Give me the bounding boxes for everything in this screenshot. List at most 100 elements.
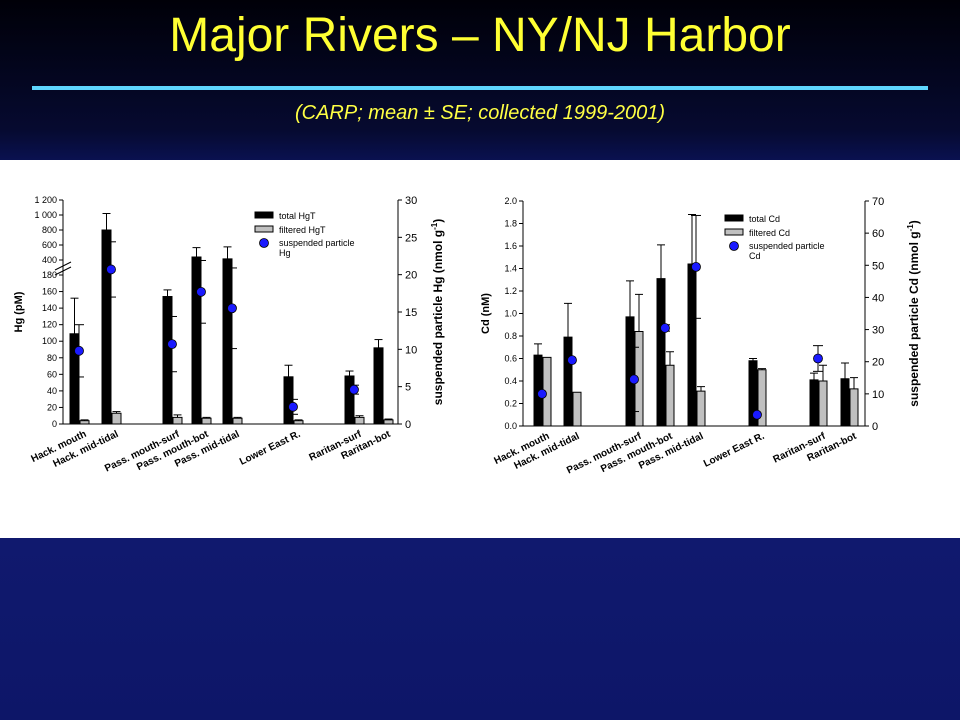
chart2-category-label: Lower East R.: [702, 431, 766, 470]
chart2-particle-point: [691, 261, 701, 272]
chart2-bar-total: [625, 316, 635, 427]
chart1-legend-swatch-total: [254, 211, 274, 219]
chart-panel: 0 20 40 60 80 100 120 140 160 180 400 600 800 1 000 1 …: [0, 160, 960, 538]
chart2-y-tick-label: 1.6: [504, 241, 517, 251]
chart1-bar-filtered: [172, 416, 183, 425]
slide-subtitle: (CARP; mean ± SE; collected 1999-2001): [294, 102, 666, 124]
chart1-particle-point: [196, 286, 206, 297]
chart1-bar-total: [162, 296, 173, 425]
chart2-y-tick-label: 0.6: [504, 354, 517, 364]
chart1-bar-total: [101, 229, 112, 425]
chart1-particle-point: [288, 401, 298, 412]
chart1-y2-tick-label: 15: [405, 307, 417, 319]
chart2-particle-point: [752, 409, 762, 420]
chart2-legend-swatch-filtered: [724, 228, 744, 236]
chart1-particle-point: [167, 339, 177, 350]
chart1-bar-total: [344, 375, 355, 425]
chart1-bar-total: [222, 258, 233, 425]
chart1-particle-point: [74, 345, 84, 356]
chart2-y2-tick-label: 20: [872, 357, 884, 369]
chart1-y-tick-label: 60: [47, 369, 57, 379]
chart1-bar-total: [373, 347, 384, 425]
chart2-y2-tick-label: 50: [872, 260, 884, 272]
chart2-y2-tick-label: 0: [872, 421, 878, 433]
chart1-y-tick-label: 800: [42, 225, 57, 235]
chart1-y-tick-label: 80: [47, 353, 57, 363]
chart2-y-tick-label: 0.8: [504, 331, 517, 341]
chart1-legend-swatch-particle: [259, 238, 269, 248]
chart1-y2-tick-label: 25: [405, 232, 417, 244]
chart2-legend-label-total: total Cd: [749, 214, 780, 224]
chart2-particle-point: [567, 355, 577, 366]
chart2-y2-tick-label: 70: [872, 196, 884, 208]
chart1-y-tick-label: 140: [42, 303, 57, 313]
chart2-y-tick-label: 1.0: [504, 309, 517, 319]
chart1-bar-total: [283, 376, 294, 425]
chart2-bar-filtered: [849, 388, 859, 427]
chart1-y-tick-label: 120: [42, 320, 57, 330]
chart1-y-tick-label: 400: [42, 255, 57, 265]
chart2-y-tick-label: 1.2: [504, 286, 517, 296]
chart1-y-tick-label: 1 200: [34, 195, 57, 205]
chart2-legend-swatch-total: [724, 214, 744, 222]
chart2-bar-filtered: [818, 380, 828, 427]
chart1-axis-break: [54, 261, 72, 271]
chart1-y2-tick-label: 5: [405, 382, 411, 394]
chart2-bar-total: [687, 263, 697, 427]
chart1-y-tick-label: 40: [47, 386, 57, 396]
chart2-bar-total: [840, 378, 850, 427]
chart1-y2-tick-label: 30: [405, 195, 417, 207]
chart2-y-tick-label: 2.0: [504, 196, 517, 206]
chart1-bar-filtered: [79, 420, 90, 425]
chart2-y2-tick-label: 30: [872, 325, 884, 337]
chart2-particle-point: [629, 374, 639, 385]
chart1-bar-filtered: [383, 419, 394, 425]
chart2-y2-axis-label: suspended particle Cd (nmol g-1): [906, 220, 921, 406]
chart2-legend-label-filtered: filtered Cd: [749, 228, 790, 238]
chart1-particle-point: [106, 264, 116, 275]
chart2-legend-label-particle: suspended particle: [749, 241, 825, 251]
chart1-bar-filtered: [354, 416, 365, 425]
chart2-y2-tick-label: 60: [872, 228, 884, 240]
chart1-legend-swatch-filtered: [254, 225, 274, 233]
chart1-y-axis-label: Hg (pM): [13, 291, 25, 332]
chart2-particle-point: [660, 323, 670, 333]
chart2-particle-point: [813, 353, 823, 364]
chart2-y-tick-label: 1.4: [504, 264, 517, 274]
chart1-y-tick-label: 20: [47, 402, 57, 412]
chart1-y2-tick-label: 20: [405, 270, 417, 282]
chart2-y2-tick-label: 40: [872, 292, 884, 304]
chart2-bar-filtered: [572, 391, 582, 427]
chart1-y-tick-label: 0: [52, 419, 57, 429]
chart1-y-tick-label: 180: [42, 270, 57, 280]
chart1-y2-tick-label: 0: [405, 419, 411, 431]
chart1-legend-label-particle: Hg: [279, 248, 291, 258]
chart2-y-tick-label: 0.4: [504, 376, 517, 386]
chart1-category-label: Lower East R.: [238, 429, 302, 468]
chart2-y2-tick-label: 10: [872, 389, 884, 401]
chart1-particle-point: [227, 303, 237, 314]
chart1-bar-filtered: [111, 412, 122, 425]
chart1-legend-label-filtered: filtered HgT: [279, 225, 326, 235]
chart1-bar-filtered: [201, 417, 212, 425]
title-rule: [32, 86, 928, 90]
chart2-particle-point: [537, 388, 547, 399]
chart1-bar-filtered: [232, 417, 243, 425]
chart2-legend-swatch-particle: [729, 241, 739, 251]
chart1-bar-total: [191, 256, 202, 425]
chart1-y2-axis-label: suspended particle Hg (nmol g-1): [430, 219, 445, 405]
chart2-bar-filtered: [696, 390, 706, 427]
chart2-y-axis-label: Cd (nM): [480, 293, 492, 334]
chart2-bar-total: [809, 379, 819, 427]
chart1-legend-label-particle: suspended particle: [279, 238, 355, 248]
chart2-y-tick-label: 0.2: [504, 399, 517, 409]
chart1-y-tick-label: 160: [42, 287, 57, 297]
chart1-bar-filtered: [293, 420, 304, 425]
chart2-y-tick-label: 0.0: [504, 421, 517, 431]
chart2-bar-total: [563, 336, 573, 427]
chart1-axis-break: [54, 266, 72, 276]
chart2-bar-filtered: [665, 364, 675, 427]
chart1-y-tick-label: 600: [42, 240, 57, 250]
chart1-legend-label-total: total HgT: [279, 211, 316, 221]
